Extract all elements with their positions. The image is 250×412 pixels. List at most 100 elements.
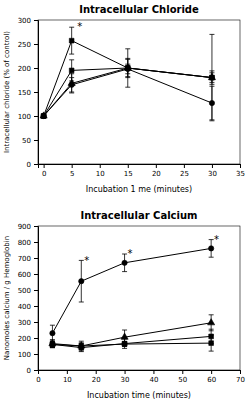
plot-frame: [38, 226, 240, 370]
tick: 300: [18, 17, 38, 25]
error-bar: [50, 340, 55, 348]
marker: [50, 342, 55, 347]
tick: 150: [18, 89, 38, 97]
tick-label: 15: [124, 170, 133, 178]
y-axis: 050100150200250300: [18, 17, 39, 169]
error-bar: [79, 344, 84, 352]
series: [40, 58, 215, 118]
x-axis-label: Incubation time (minutes): [87, 391, 191, 400]
marker: [41, 114, 46, 119]
tick-label: 300: [18, 319, 31, 327]
series-line: [44, 69, 212, 116]
tick-mark: [34, 322, 38, 323]
tick-label: 100: [18, 351, 31, 359]
x-axis: 05101520253035: [39, 164, 245, 178]
tick-label: 35: [236, 170, 245, 178]
tick: 100: [18, 351, 38, 359]
error-bar: [125, 49, 130, 87]
tick-label: 30: [208, 170, 217, 178]
marker: [209, 100, 214, 105]
tick-mark: [240, 164, 241, 168]
tick-mark: [34, 92, 38, 93]
y-axis-line: [34, 21, 39, 165]
error-bar: [122, 342, 127, 347]
tick: 0: [36, 370, 40, 384]
tick-label: 300: [18, 17, 31, 25]
tick: 50: [22, 137, 38, 145]
tick-label: 0: [27, 367, 31, 375]
tick-label: 0: [42, 170, 46, 178]
tick-label: 900: [18, 223, 31, 231]
tick: 900: [18, 223, 38, 231]
x-axis-line: [39, 371, 241, 375]
tick: 50: [178, 370, 187, 384]
tick-label: 500: [18, 287, 31, 295]
tick: 200: [18, 65, 38, 73]
tick: 30: [208, 164, 217, 178]
marker: [121, 333, 128, 339]
tick-mark: [34, 140, 38, 141]
error-bar: [50, 325, 55, 341]
annotation: *: [214, 234, 219, 245]
tick-mark: [34, 354, 38, 355]
tick-label: 10: [63, 376, 72, 384]
tick-mark: [184, 164, 185, 168]
series: [41, 64, 215, 120]
tick: 20: [92, 370, 101, 384]
tick-mark: [34, 338, 38, 339]
tick: 100: [18, 113, 38, 121]
panel: 0102030405060700100200300400500600700800…: [18, 223, 245, 384]
tick-label: 60: [207, 376, 216, 384]
tick-mark: [125, 370, 126, 374]
tick-mark: [34, 242, 38, 243]
tick: 35: [236, 164, 245, 178]
annotation: *: [77, 21, 82, 32]
series-line: [52, 336, 211, 347]
tick-label: 100: [18, 113, 31, 121]
title: Intracellular Chloride: [79, 4, 199, 15]
tick: 600: [18, 271, 38, 279]
error-bar: [209, 335, 214, 351]
tick-label: 800: [18, 239, 31, 247]
tick-mark: [212, 164, 213, 168]
tick-mark: [34, 164, 38, 165]
marker: [208, 73, 215, 79]
plot-frame: [38, 20, 240, 164]
tick-label: 0: [27, 161, 31, 169]
tick: 0: [27, 161, 38, 169]
series: [41, 27, 214, 121]
tick-mark: [34, 226, 38, 227]
error-bar: [209, 240, 214, 258]
error-bar: [125, 58, 130, 77]
error-bar: [79, 260, 84, 302]
marker: [208, 246, 213, 251]
marker: [122, 260, 127, 265]
error-bar: [125, 64, 130, 74]
marker: [69, 38, 74, 43]
tick-label: 25: [180, 170, 189, 178]
tick-mark: [67, 370, 68, 374]
series: [50, 329, 214, 351]
error-bar: [69, 27, 74, 54]
tick-mark: [96, 370, 97, 374]
series-line: [52, 343, 211, 346]
marker: [122, 341, 127, 346]
error-bar: [50, 341, 55, 347]
y-axis: 0100200300400500600700800900: [18, 223, 39, 375]
tick-mark: [34, 44, 38, 45]
tick-label: 600: [18, 271, 31, 279]
error-bar: [122, 339, 127, 349]
tick-mark: [34, 274, 38, 275]
series: [50, 335, 214, 351]
tick: 400: [18, 303, 38, 311]
tick-mark: [240, 370, 241, 374]
error-bar: [69, 74, 74, 93]
marker: [50, 331, 55, 336]
tick-label: 30: [121, 376, 130, 384]
tick-mark: [34, 290, 38, 291]
x-axis: 010203040506070: [36, 370, 245, 384]
panel: 05101520253035050100150200250300*: [18, 17, 245, 178]
tick: 30: [121, 370, 130, 384]
tick-mark: [72, 164, 73, 168]
tick: 70: [236, 370, 245, 384]
